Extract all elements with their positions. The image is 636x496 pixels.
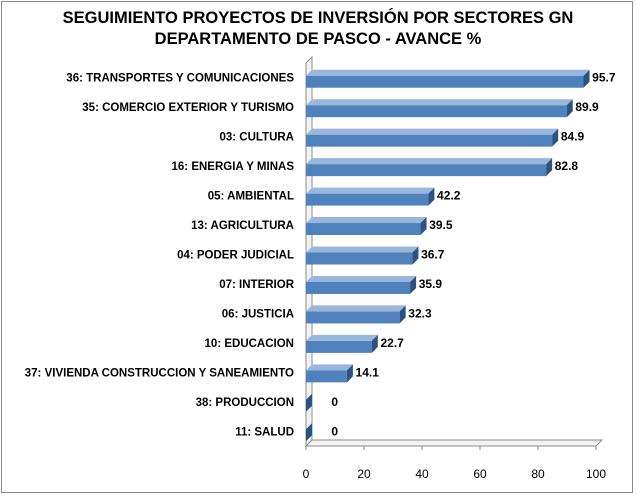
category-label: 04: PODER JUDICIAL <box>177 250 294 262</box>
bar-front <box>306 252 413 265</box>
bar-side <box>428 187 435 206</box>
bar-top <box>306 305 406 312</box>
bar <box>306 364 353 383</box>
bar <box>306 158 553 177</box>
data-label: 35.9 <box>419 277 443 291</box>
data-label: 36.7 <box>421 248 445 262</box>
bar-side <box>410 275 417 294</box>
data-label: 95.7 <box>592 71 616 85</box>
data-label: 89.9 <box>575 100 599 114</box>
x-tick-label: 40 <box>415 467 429 481</box>
bar-side <box>583 69 590 88</box>
data-label: 42.2 <box>437 189 461 203</box>
category-label: 37: VIVIENDA CONSTRUCCION Y SANEAMIENTO <box>25 367 294 379</box>
bar-side <box>552 128 559 147</box>
bar-front <box>306 223 421 236</box>
bar <box>306 246 419 265</box>
bar-side <box>306 393 312 412</box>
data-label: 32.3 <box>408 306 432 320</box>
data-label: 39.5 <box>429 218 453 232</box>
x-tick-label: 0 <box>303 467 310 481</box>
bar-side <box>371 334 378 353</box>
bar-side <box>566 99 573 118</box>
bar <box>306 187 435 206</box>
bar-top <box>306 246 419 253</box>
category-label: 16: ENERGIA Y MINAS <box>172 161 295 173</box>
category-label: 35: COMERCIO EXTERIOR Y TURISMO <box>82 102 294 114</box>
bar-front <box>306 164 547 177</box>
bar-front <box>306 281 411 294</box>
bar-side <box>546 158 553 177</box>
bar-top <box>306 128 559 135</box>
bar-side <box>346 364 353 383</box>
category-label: 05: AMBIENTAL <box>208 191 294 203</box>
bar-front <box>306 134 553 147</box>
x-tick-label: 80 <box>531 467 545 481</box>
bar <box>306 393 312 412</box>
category-label: 36: TRANSPORTES Y COMUNICACIONES <box>66 73 294 85</box>
category-label: 11: SALUD <box>235 426 294 438</box>
bar <box>306 305 406 324</box>
bar <box>306 69 590 88</box>
category-label: 03: CULTURA <box>219 132 294 144</box>
category-label: 10: EDUCACION <box>205 338 294 350</box>
bar <box>306 423 312 442</box>
chart-title-line-1: SEGUIMIENTO PROYECTOS DE INVERSIÓN POR S… <box>62 9 574 27</box>
data-label: 22.7 <box>380 336 404 350</box>
bar-side <box>420 217 427 236</box>
bar-top <box>306 217 427 224</box>
category-label: 38: PRODUCCION <box>196 397 294 409</box>
x-tick-label: 100 <box>586 467 606 481</box>
bar-top <box>306 99 573 106</box>
x-tick-label: 20 <box>357 467 371 481</box>
bar <box>306 128 559 147</box>
bar-side <box>412 246 419 265</box>
chart-title: SEGUIMIENTO PROYECTOS DE INVERSIÓN POR S… <box>0 8 636 50</box>
data-label: 0 <box>331 395 338 409</box>
category-label: 07: INTERIOR <box>219 279 294 291</box>
bar-front <box>306 311 400 324</box>
bar-front <box>306 370 347 383</box>
bar-top <box>306 158 553 165</box>
category-label: 13: AGRICULTURA <box>191 220 294 232</box>
bar-front <box>306 340 372 353</box>
bar <box>306 334 378 353</box>
data-label: 14.1 <box>356 365 380 379</box>
bar-top <box>306 187 435 194</box>
bar <box>306 275 417 294</box>
bar-top <box>306 334 378 341</box>
bar-side <box>399 305 406 324</box>
chart-title-line-2: DEPARTAMENTO DE PASCO - AVANCE % <box>154 30 482 48</box>
bar-front <box>306 75 584 88</box>
bar-front <box>306 193 429 206</box>
bar <box>306 217 427 236</box>
bar-side <box>306 423 312 442</box>
bar-front <box>306 105 567 118</box>
data-label: 0 <box>331 424 338 438</box>
data-label: 82.8 <box>555 159 579 173</box>
chart-floor <box>304 439 604 447</box>
data-label: 84.9 <box>561 130 585 144</box>
bar-top <box>306 69 590 76</box>
bar-top <box>306 275 417 282</box>
category-label: 06: JUSTICIA <box>222 308 294 320</box>
bar <box>306 99 573 118</box>
bar-top <box>306 364 353 371</box>
x-tick-label: 60 <box>473 467 487 481</box>
